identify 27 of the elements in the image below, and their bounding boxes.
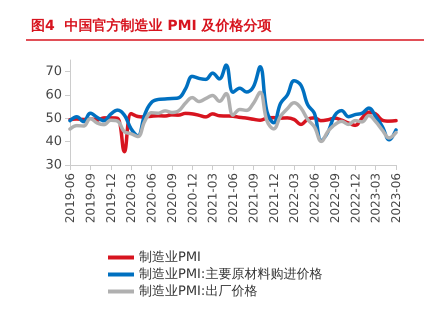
x-tick-label: 2023-03 bbox=[368, 173, 383, 224]
y-tick-label: 40 bbox=[45, 134, 62, 150]
x-tick-label: 2022-03 bbox=[287, 173, 302, 224]
x-tick-label: 2021-03 bbox=[206, 173, 220, 224]
x-tick-label: 2022-06 bbox=[308, 173, 322, 224]
x-tick-label: 2022-12 bbox=[348, 173, 362, 224]
legend-label: 制造业PMI:出厂价格 bbox=[139, 284, 258, 299]
x-tick-label: 2023-06 bbox=[389, 173, 403, 224]
x-tick-label: 2021-06 bbox=[226, 173, 240, 224]
x-tick-label: 2020-03 bbox=[124, 173, 138, 224]
x-tick-label: 2022-09 bbox=[328, 173, 342, 224]
y-tick-label: 60 bbox=[45, 88, 62, 102]
y-tick-label: 30 bbox=[45, 158, 62, 172]
chart-title: 图4 中国官方制造业 PMI 及价格分项 bbox=[31, 17, 273, 34]
legend-label: 制造业PMI bbox=[139, 250, 201, 265]
x-tick-label: 2019-12 bbox=[104, 173, 118, 224]
legend-label: 制造业PMI:主要原材料购进价格 bbox=[139, 266, 322, 282]
y-tick-label: 50 bbox=[45, 110, 62, 126]
x-tick-label: 2020-12 bbox=[185, 173, 200, 224]
x-tick-label: 2021-12 bbox=[266, 173, 281, 224]
x-tick-label: 2019-06 bbox=[63, 173, 77, 224]
y-tick-label: 70 bbox=[45, 64, 62, 80]
x-tick-label: 2019-09 bbox=[83, 173, 98, 224]
x-tick-label: 2021-09 bbox=[246, 173, 260, 224]
x-tick-label: 2020-09 bbox=[164, 173, 179, 224]
line-series bbox=[68, 90, 398, 144]
x-tick-label: 2020-06 bbox=[144, 173, 158, 224]
